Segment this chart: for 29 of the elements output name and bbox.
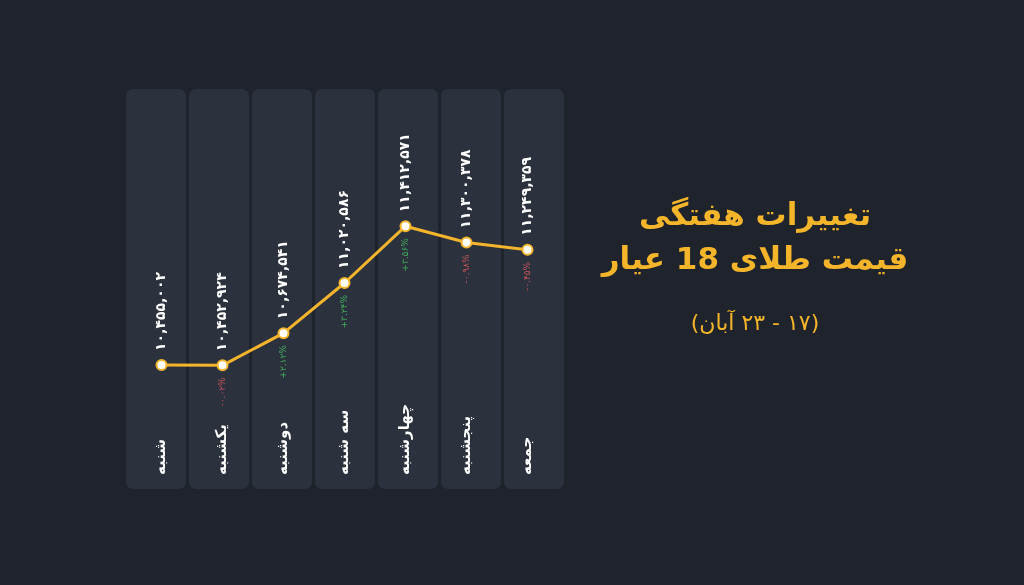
x-tick-label: سه شنبه xyxy=(334,409,353,475)
annotation: +۳.۵۶% xyxy=(399,237,410,272)
point xyxy=(521,243,534,256)
data-label: ۱۰,۴۵۲,۹۲۴ xyxy=(213,271,230,352)
data-label: ۱۱,۰۲۰,۵۸۶ xyxy=(335,190,352,270)
annotation: +۳.۲۴% xyxy=(338,294,349,329)
annotation: -۰.۹۸% xyxy=(460,254,471,284)
annotation: +۲.۱۲% xyxy=(277,344,288,379)
text: تغییرات هفتگی قیمت طلای 18 عیار xyxy=(600,195,910,279)
point xyxy=(399,220,412,233)
data-label: ۱۱,۳۰۰,۳۷۸ xyxy=(457,148,474,229)
point xyxy=(155,359,168,372)
x-tick-label: پنجشنبه xyxy=(456,415,476,475)
x-tick-label: جمعه xyxy=(517,436,536,475)
data-label: ۱۱,۲۴۹,۳۵۹ xyxy=(518,156,535,236)
x-tick-label: شنبه xyxy=(151,438,170,475)
text: (۱۷ - ۲۳ آبان) xyxy=(689,310,821,335)
x-tick-label: یکشنبه xyxy=(212,424,231,475)
point xyxy=(277,327,290,340)
annotation: -۰.۰۲% xyxy=(216,376,227,407)
annotation: -۰.۴۵% xyxy=(521,261,532,292)
point xyxy=(460,236,473,249)
point xyxy=(216,359,229,372)
data-label: ۱۰,۶۷۴,۵۴۱ xyxy=(274,240,291,320)
x-tick-label: دوشنبه xyxy=(273,421,292,475)
point xyxy=(338,277,351,290)
x-tick-label: چهارشنبه xyxy=(395,403,415,475)
data-label: ۱۱,۴۱۲,۵۷۱ xyxy=(396,133,413,213)
data-label: ۱۰,۴۵۵,۰۰۲ xyxy=(152,271,169,352)
